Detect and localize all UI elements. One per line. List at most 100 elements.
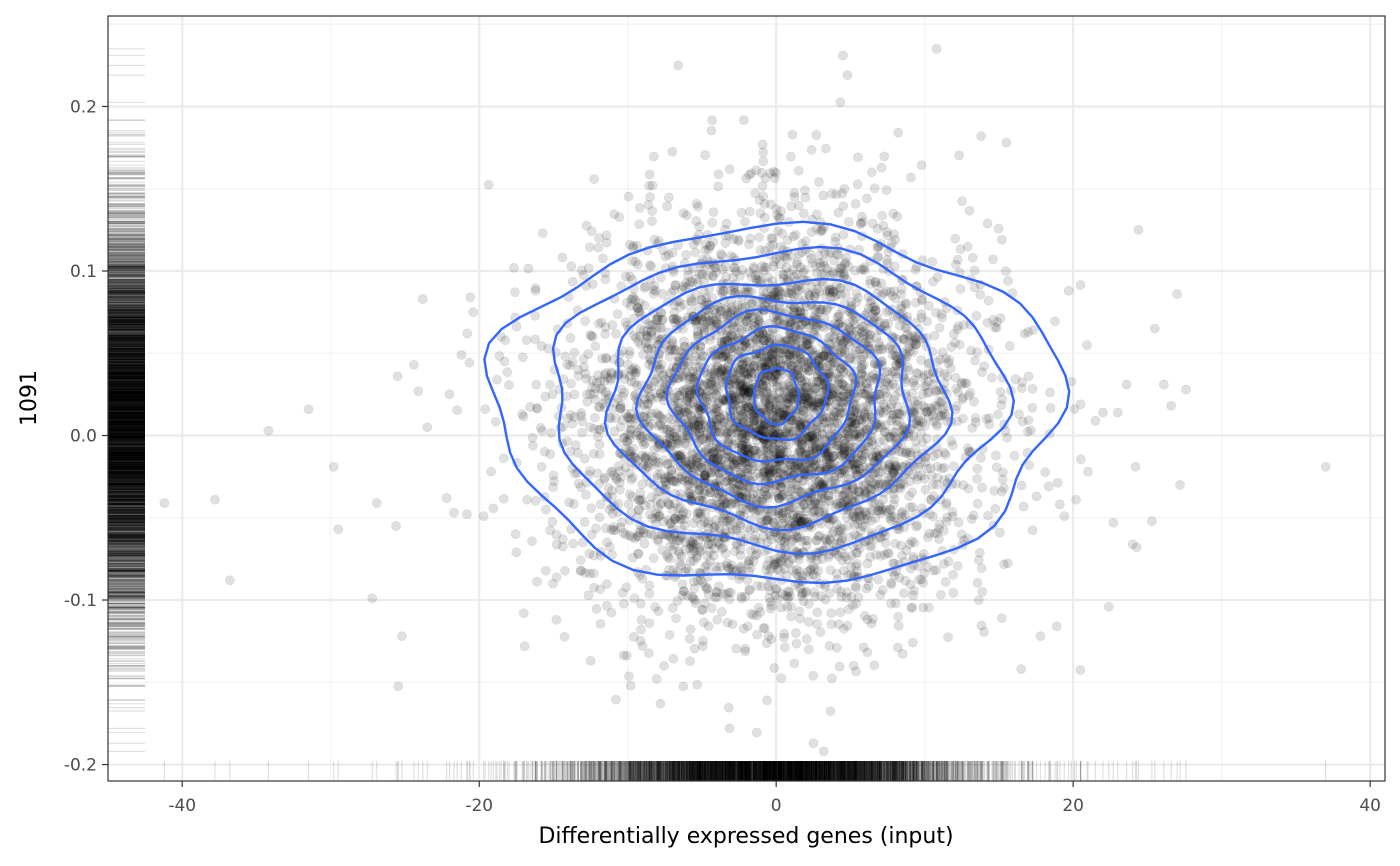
scatter-point — [728, 459, 739, 470]
scatter-point — [969, 282, 980, 293]
scatter-point — [653, 410, 664, 420]
scatter-point — [801, 634, 812, 644]
scatter-point — [1022, 426, 1033, 437]
scatter-point — [699, 322, 710, 333]
scatter-point — [821, 412, 831, 422]
scatter-point — [546, 428, 557, 438]
scatter-point — [836, 261, 847, 272]
scatter-point — [644, 260, 655, 271]
scatter-point — [966, 345, 976, 356]
scatter-point — [995, 527, 1005, 538]
scatter-point — [688, 576, 699, 587]
scatter-point — [778, 533, 789, 544]
scatter-point — [826, 608, 837, 618]
scatter-point — [798, 410, 808, 421]
scatter-point — [800, 192, 811, 203]
scatter-point — [766, 634, 777, 644]
scatter-point — [814, 177, 824, 187]
scatter-point — [720, 497, 730, 508]
scatter-point — [881, 387, 892, 398]
scatter-point — [948, 569, 958, 580]
scatter-point — [607, 320, 618, 330]
scatter-point — [839, 435, 849, 446]
scatter-point — [857, 360, 867, 371]
scatter-point — [890, 368, 901, 379]
scatter-point — [599, 472, 610, 483]
scatter-point — [973, 595, 984, 605]
scatter-point — [743, 463, 754, 474]
scatter-point — [850, 265, 860, 276]
scatter-point — [916, 160, 927, 171]
scatter-point — [670, 313, 681, 324]
scatter-point — [653, 536, 664, 546]
scatter-point — [804, 598, 814, 609]
scatter-point — [784, 377, 795, 388]
scatter-point — [638, 528, 649, 539]
scatter-point — [967, 423, 978, 433]
scatter-point — [809, 291, 820, 301]
scatter-point — [893, 127, 904, 138]
scatter-point — [690, 247, 701, 258]
scatter-point — [573, 478, 584, 489]
scatter-point — [639, 538, 650, 549]
scatter-point — [562, 436, 573, 447]
scatter-point — [788, 231, 799, 242]
scatter-point — [897, 512, 907, 523]
scatter-point — [854, 463, 865, 474]
scatter-point — [647, 216, 657, 227]
scatter-point — [697, 605, 708, 615]
scatter-point — [614, 357, 625, 368]
scatter-point — [704, 546, 715, 557]
scatter-point — [762, 695, 772, 706]
scatter-point — [911, 367, 922, 378]
scatter-point — [957, 196, 967, 206]
scatter-point — [537, 425, 548, 436]
scatter-point — [859, 611, 870, 621]
scatter-point — [644, 180, 655, 191]
scatter-point — [731, 386, 742, 396]
scatter-point — [893, 611, 904, 622]
scatter-point — [858, 642, 869, 653]
scatter-point — [966, 514, 977, 524]
scatter-point — [580, 316, 591, 326]
scatter-point — [781, 398, 792, 409]
scatter-point — [993, 409, 1003, 420]
scatter-point — [1075, 280, 1086, 290]
scatter-point — [778, 490, 789, 500]
scatter-point — [835, 97, 846, 108]
scatter-point — [685, 624, 696, 635]
scatter-point — [906, 172, 916, 183]
scatter-point — [806, 144, 817, 155]
scatter-point — [1040, 467, 1050, 477]
scatter-point — [935, 410, 946, 421]
scatter-point — [860, 513, 870, 524]
scatter-point — [633, 505, 644, 516]
scatter-point — [955, 244, 966, 255]
scatter-point — [812, 619, 822, 629]
scatter-point — [728, 272, 738, 283]
scatter-point — [972, 463, 983, 474]
scatter-point — [743, 368, 753, 379]
scatter-point — [590, 341, 601, 352]
scatter-point — [806, 400, 817, 411]
scatter-point — [807, 481, 818, 492]
scatter-point — [593, 431, 603, 442]
scatter-point — [786, 151, 796, 162]
scatter-point — [924, 528, 935, 539]
scatter-point — [834, 661, 845, 672]
scatter-point — [698, 636, 708, 646]
scatter-point — [751, 727, 762, 738]
scatter-point — [693, 508, 703, 519]
scatter-point — [679, 520, 690, 531]
scatter-point — [560, 565, 570, 576]
scatter-point — [781, 262, 792, 273]
scatter-point — [699, 325, 710, 336]
scatter-point — [518, 411, 529, 422]
scatter-point — [637, 479, 648, 490]
scatter-point — [545, 379, 555, 390]
scatter-point — [570, 440, 581, 450]
scatter-point — [563, 413, 573, 424]
scatter-point — [579, 453, 590, 464]
scatter-point — [872, 280, 882, 291]
